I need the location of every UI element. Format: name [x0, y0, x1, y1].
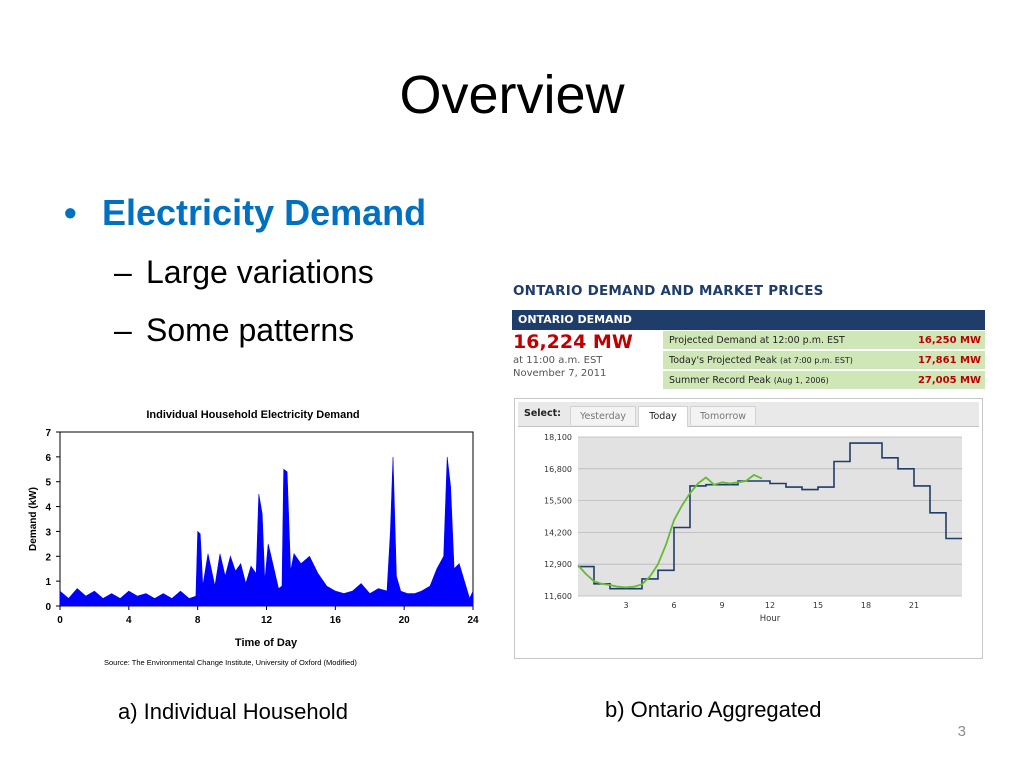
household-chart-panel: Individual Household Electricity Demand 0… — [25, 397, 484, 670]
household-chart: Individual Household Electricity Demand 0… — [28, 409, 479, 667]
table-row: Projected Demand at 12:00 p.m. EST 16,25… — [663, 331, 985, 351]
y-tick-label: 12,900 — [544, 560, 572, 569]
x-tick-label: 8 — [195, 615, 201, 626]
x-tick-label: 12 — [261, 615, 273, 626]
row-label: Summer Record Peak (Aug 1, 2006) — [663, 370, 897, 391]
current-demand-time: at 11:00 a.m. EST — [513, 355, 603, 366]
x-tick-label: 9 — [719, 601, 724, 610]
x-tick-label: 4 — [126, 615, 132, 626]
slide-title: Overview — [399, 65, 625, 125]
bullet-electricity-demand: • Electricity Demand — [64, 191, 426, 235]
y-tick-label: 7 — [45, 428, 51, 439]
projected-line — [578, 442, 962, 590]
table-row: Summer Record Peak (Aug 1, 2006) 27,005 … — [663, 370, 985, 391]
x-tick-label: 6 — [671, 601, 676, 610]
y-tick-label: 3 — [45, 527, 51, 538]
demand-summary-table: Projected Demand at 12:00 p.m. EST 16,25… — [663, 331, 985, 391]
x-tick-label: 20 — [399, 615, 411, 626]
tab-today[interactable]: Today — [638, 406, 688, 427]
ontario-demand-chart: Ontario Demand (MW)11,60012,90014,20015,… — [544, 433, 962, 624]
plot-area — [578, 437, 962, 596]
y-tick-label: 16,800 — [544, 465, 572, 474]
page-number: 3 — [957, 723, 966, 740]
sub-bullet-marker: – — [114, 312, 132, 348]
y-tick-label: 6 — [45, 453, 51, 464]
sub-bullet: – Large variations — [114, 253, 374, 291]
x-tick-label: 18 — [861, 601, 871, 610]
sub-bullet-marker: – — [114, 254, 132, 290]
bullet-marker: • — [64, 192, 77, 233]
x-tick-label: 24 — [467, 615, 479, 626]
y-tick-label: 2 — [45, 552, 51, 563]
row-value: 27,005 MW — [896, 370, 985, 391]
select-label: Select: — [524, 408, 561, 419]
bullet-text: Electricity Demand — [102, 192, 427, 233]
widget-heading: ONTARIO DEMAND AND MARKET PRICES — [513, 283, 824, 299]
current-demand-date: November 7, 2011 — [513, 368, 607, 379]
ontario-demand-widget: ONTARIO DEMAND AND MARKET PRICES ONTARIO… — [509, 277, 987, 665]
x-tick-label: 12 — [765, 601, 775, 610]
actual-line — [577, 474, 763, 589]
row-value: 17,861 MW — [896, 350, 985, 371]
demand-area — [59, 456, 474, 607]
x-axis-label: Time of Day — [235, 637, 298, 649]
y-tick-label: 4 — [45, 503, 51, 514]
row-value: 16,250 MW — [896, 331, 985, 351]
caption-b: b) Ontario Aggregated — [605, 697, 822, 722]
row-label: Today's Projected Peak (at 7:00 p.m. EST… — [663, 350, 897, 371]
y-tick-label: 14,200 — [544, 528, 572, 537]
y-axis-label: Demand (kW) — [28, 487, 39, 551]
day-tab-bar: Select: Yesterday Today Tomorrow — [518, 402, 979, 427]
sub-bullet: – Some patterns — [114, 311, 354, 349]
x-tick-label: 15 — [813, 601, 823, 610]
sub-bullet-text: Some patterns — [146, 312, 355, 348]
widget-bar-label: ONTARIO DEMAND — [512, 310, 985, 330]
y-tick-label: 15,500 — [544, 497, 572, 506]
chart-title: Individual Household Electricity Demand — [146, 409, 359, 421]
y-tick-label: 0 — [45, 602, 51, 613]
chart-frame: Select: Yesterday Today Tomorrow Ontario… — [514, 398, 983, 659]
x-tick-label: 3 — [623, 601, 628, 610]
y-tick-label: 18,100 — [544, 433, 572, 442]
tab-tomorrow[interactable]: Tomorrow — [690, 406, 756, 425]
y-tick-label: 11,600 — [544, 592, 572, 601]
caption-a: a) Individual Household — [118, 699, 348, 724]
current-demand-value: 16,224 MW — [513, 331, 633, 353]
tab-yesterday[interactable]: Yesterday — [570, 406, 636, 425]
x-tick-label: 21 — [909, 601, 919, 610]
x-tick-label: 0 — [57, 615, 63, 626]
sub-bullet-text: Large variations — [146, 254, 374, 290]
source-note: Source: The Environmental Change Institu… — [104, 658, 357, 667]
y-tick-label: 1 — [45, 577, 51, 588]
table-row: Today's Projected Peak (at 7:00 p.m. EST… — [663, 350, 985, 371]
x-tick-label: 16 — [330, 615, 342, 626]
y-tick-label: 5 — [45, 478, 51, 489]
row-label: Projected Demand at 12:00 p.m. EST — [663, 331, 897, 351]
x-axis-label: Hour — [760, 614, 781, 624]
